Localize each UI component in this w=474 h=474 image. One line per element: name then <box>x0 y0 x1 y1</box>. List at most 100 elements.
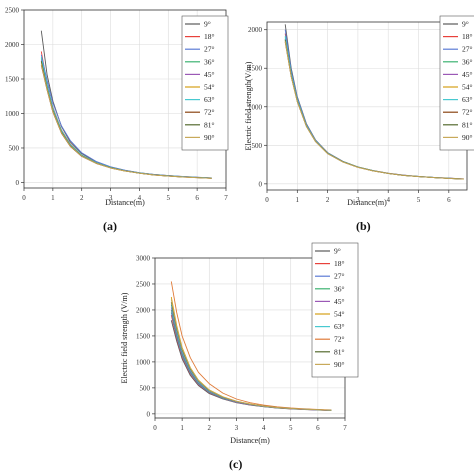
x-axis-label: Distance(m) <box>230 436 270 445</box>
legend-label: 27° <box>334 272 345 281</box>
panel-label-b: (b) <box>356 219 371 233</box>
legend-label: 36° <box>204 57 215 66</box>
legend-label: 9° <box>334 247 341 256</box>
series-line <box>170 281 332 411</box>
series-line <box>170 302 332 411</box>
legend-label: 36° <box>462 57 473 66</box>
x-tick-label: 3 <box>235 424 239 432</box>
series-line <box>284 41 465 180</box>
legend-label: 27° <box>204 45 215 54</box>
legend-label: 54° <box>462 83 473 92</box>
y-tick-label: 2000 <box>5 41 20 49</box>
plot-frame <box>266 21 468 191</box>
series-line <box>284 33 465 180</box>
series-line <box>170 299 332 411</box>
x-tick-label: 0 <box>22 194 26 202</box>
legend-label: 27° <box>462 45 473 54</box>
y-tick-label: 1000 <box>136 358 151 366</box>
legend-label: 54° <box>204 83 215 92</box>
y-tick-label: 2000 <box>136 306 151 314</box>
series-line <box>170 307 332 411</box>
legend-label: 18° <box>462 32 473 41</box>
y-tick-label: 2000 <box>248 26 263 34</box>
x-tick-label: 7 <box>224 194 228 202</box>
series-line <box>170 314 332 411</box>
legend-label: 72° <box>462 108 473 117</box>
series-line <box>40 63 212 179</box>
y-tick-label: 2500 <box>5 7 20 15</box>
legend-box <box>311 242 359 378</box>
x-tick-label: 2 <box>208 424 212 432</box>
x-tick-label: 1 <box>180 424 184 432</box>
series-group <box>170 281 332 412</box>
y-tick-label: 0 <box>259 180 263 188</box>
legend-label: 18° <box>204 32 215 41</box>
legend-label: 9° <box>462 20 469 29</box>
x-tick-label: 1 <box>51 194 55 202</box>
legend-label: 81° <box>462 120 473 129</box>
legend-label: 81° <box>334 347 345 356</box>
legend-label: 90° <box>334 360 345 369</box>
x-tick-label: 5 <box>167 194 171 202</box>
legend-label: 63° <box>334 322 345 331</box>
series-line <box>170 312 332 411</box>
y-tick-label: 500 <box>9 144 20 152</box>
chart-panel-b: 0 1 2 3 4 5 6 0 500 1000 1500 2000 Distance(m) Electr… <box>244 15 474 207</box>
x-tick-label: 2 <box>326 196 330 204</box>
series-line <box>284 29 465 180</box>
x-tick-label: 5 <box>417 196 421 204</box>
y-tick-label: 1000 <box>5 110 20 118</box>
series-line <box>170 304 332 411</box>
x-tick-label: 5 <box>289 424 293 432</box>
legend-label: 81° <box>204 120 215 129</box>
series-group <box>284 24 465 180</box>
y-tick-label: 1500 <box>248 65 263 73</box>
x-axis-label: Distance(m) <box>347 198 387 207</box>
legend-label: 72° <box>204 108 215 117</box>
chart-panel-a: 0 1 2 3 4 5 6 7 0 500 1000 1500 2000 2500 Distance(m) 9… <box>5 7 229 207</box>
series-line <box>170 309 332 411</box>
panel-label-a: (a) <box>103 219 117 233</box>
series-line <box>170 296 332 411</box>
y-axis-label: Electric field strength (V/m) <box>120 292 129 383</box>
legend-label: 63° <box>204 95 215 104</box>
y-tick-label: 3000 <box>136 255 151 263</box>
x-tick-label: 6 <box>316 424 320 432</box>
x-tick-label: 0 <box>153 424 157 432</box>
y-tick-label: 0 <box>147 410 151 418</box>
legend-label: 90° <box>204 133 215 142</box>
legend-label: 63° <box>462 95 473 104</box>
x-tick-label: 6 <box>447 196 451 204</box>
legend-label: 45° <box>204 70 215 79</box>
series-line <box>170 320 332 412</box>
series-line <box>284 41 465 180</box>
series-line <box>284 38 465 180</box>
legend-label: 18° <box>334 259 345 268</box>
x-tick-label: 3 <box>109 194 113 202</box>
series-line <box>284 39 465 180</box>
x-tick-label: 4 <box>138 194 142 202</box>
legend-label: 36° <box>334 284 345 293</box>
series-line <box>284 35 465 180</box>
legend-label: 9° <box>204 20 211 29</box>
x-tick-label: 4 <box>262 424 266 432</box>
series-line <box>284 37 465 180</box>
y-tick-label: 0 <box>16 179 20 187</box>
legend-label: 90° <box>462 133 473 142</box>
y-tick-label: 500 <box>252 142 263 150</box>
y-tick-label: 1000 <box>248 103 263 111</box>
x-tick-label: 4 <box>386 196 390 204</box>
legend-label: 45° <box>334 297 345 306</box>
y-tick-label: 1500 <box>5 75 20 83</box>
x-tick-label: 2 <box>80 194 84 202</box>
legend-label: 45° <box>462 70 473 79</box>
x-axis-label: Distance(m) <box>105 198 145 207</box>
y-tick-label: 500 <box>140 384 151 392</box>
y-tick-label: 1500 <box>136 332 151 340</box>
legend-label: 72° <box>334 335 345 344</box>
y-axis-label: Electric field strength(V/m) <box>244 61 253 150</box>
series-group <box>40 30 212 179</box>
legend-label: 54° <box>334 310 345 319</box>
legend-box <box>181 15 229 151</box>
